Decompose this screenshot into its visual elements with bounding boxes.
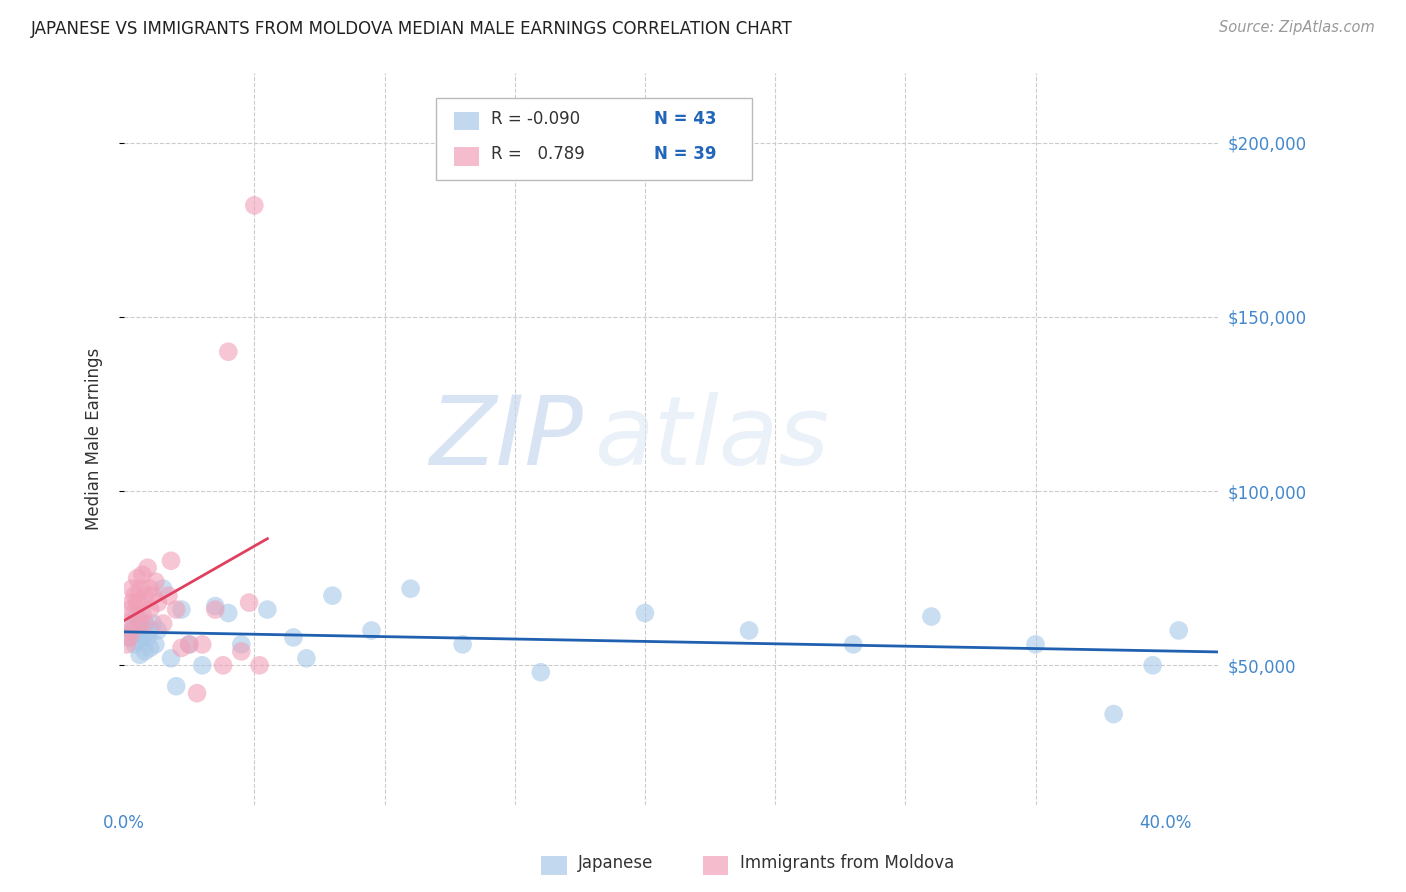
Point: [146, 624, 169, 638]
Text: N = 43: N = 43: [654, 110, 716, 128]
Point: [124, 637, 146, 651]
Point: [1167, 624, 1189, 638]
Point: [131, 606, 153, 620]
Point: [127, 596, 149, 610]
Point: [136, 631, 159, 645]
Point: [321, 589, 343, 603]
Point: [136, 560, 159, 574]
Point: [139, 582, 162, 596]
Point: [128, 596, 150, 610]
Point: [127, 571, 149, 585]
Point: [134, 589, 156, 603]
Point: [1142, 658, 1164, 673]
Point: [121, 624, 143, 638]
Point: [179, 637, 201, 651]
Point: [124, 589, 146, 603]
Point: [142, 616, 165, 631]
Point: [134, 644, 156, 658]
Y-axis label: Median Male Earnings: Median Male Earnings: [86, 348, 103, 530]
Point: [142, 589, 165, 603]
Point: [1102, 707, 1125, 722]
Point: [115, 616, 138, 631]
Point: [170, 640, 193, 655]
Point: [238, 596, 260, 610]
Point: [451, 637, 474, 651]
Point: [160, 554, 183, 568]
Point: [186, 686, 208, 700]
Point: [191, 658, 214, 673]
Point: [360, 624, 382, 638]
Point: [170, 602, 193, 616]
Point: [146, 596, 169, 610]
Point: [134, 616, 156, 631]
Point: [399, 582, 422, 596]
Point: [139, 640, 162, 655]
Point: [165, 602, 187, 616]
Point: [115, 637, 138, 651]
Point: [231, 637, 253, 651]
Point: [157, 589, 180, 603]
Point: [118, 602, 141, 616]
Point: [249, 658, 271, 673]
Point: [139, 624, 162, 638]
Point: [204, 599, 226, 613]
Point: [139, 602, 162, 616]
Point: [738, 624, 761, 638]
Point: [191, 637, 214, 651]
Point: [179, 637, 201, 651]
Text: R = -0.090: R = -0.090: [491, 110, 579, 128]
Point: [124, 606, 146, 620]
Point: [121, 624, 143, 638]
Point: [118, 631, 141, 645]
Point: [118, 631, 141, 645]
Point: [204, 602, 226, 616]
Point: [128, 627, 150, 641]
Point: [842, 637, 865, 651]
Point: [128, 582, 150, 596]
Text: N = 39: N = 39: [654, 145, 716, 163]
Text: Immigrants from Moldova: Immigrants from Moldova: [740, 855, 953, 872]
Point: [127, 634, 149, 648]
Point: [127, 609, 149, 624]
Text: Japanese: Japanese: [578, 855, 654, 872]
Point: [212, 658, 235, 673]
Text: JAPANESE VS IMMIGRANTS FROM MOLDOVA MEDIAN MALE EARNINGS CORRELATION CHART: JAPANESE VS IMMIGRANTS FROM MOLDOVA MEDI…: [31, 20, 793, 37]
Point: [165, 679, 187, 693]
Point: [145, 574, 167, 589]
Point: [152, 582, 174, 596]
Point: [131, 567, 153, 582]
Point: [134, 616, 156, 631]
Point: [121, 596, 143, 610]
Point: [152, 616, 174, 631]
Text: atlas: atlas: [595, 392, 830, 485]
Point: [920, 609, 942, 624]
Point: [295, 651, 318, 665]
Point: [131, 631, 153, 645]
Point: [128, 648, 150, 662]
Point: [530, 665, 553, 680]
Point: [634, 606, 657, 620]
Point: [145, 637, 167, 651]
Point: [283, 631, 305, 645]
Point: [121, 582, 143, 596]
Point: [1024, 637, 1046, 651]
Point: [128, 616, 150, 631]
Point: [217, 344, 239, 359]
Text: R =   0.789: R = 0.789: [491, 145, 585, 163]
Point: [243, 198, 266, 212]
Point: [217, 606, 239, 620]
Point: [131, 620, 153, 634]
Text: Source: ZipAtlas.com: Source: ZipAtlas.com: [1219, 20, 1375, 35]
Point: [256, 602, 278, 616]
Point: [160, 651, 183, 665]
Text: ZIP: ZIP: [430, 392, 583, 485]
Point: [124, 616, 146, 631]
Point: [231, 644, 253, 658]
